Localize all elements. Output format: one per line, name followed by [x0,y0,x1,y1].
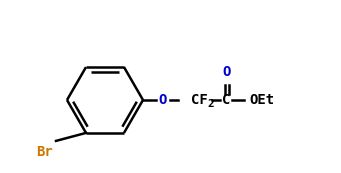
Text: CF: CF [191,93,208,107]
Text: C: C [222,93,230,107]
Text: O: O [223,65,231,79]
Text: 2: 2 [207,99,214,109]
Text: O: O [159,93,167,107]
Text: Br: Br [36,145,53,159]
Text: OEt: OEt [249,93,275,107]
